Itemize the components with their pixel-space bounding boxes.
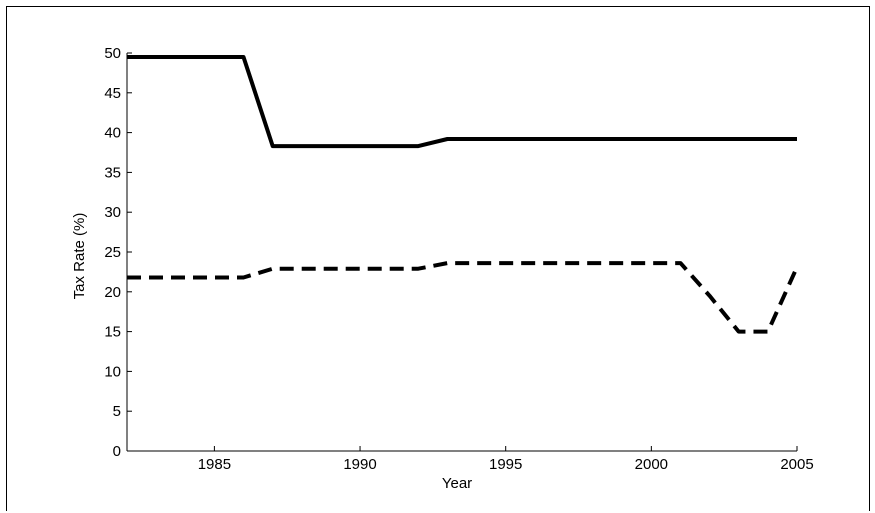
x-tick-label: 2005: [780, 456, 813, 473]
y-tick-label: 45: [104, 85, 121, 102]
axis-labels: Year Tax Rate (%): [71, 213, 472, 492]
y-tick-label: 20: [104, 284, 121, 301]
y-tick-label: 30: [104, 204, 121, 221]
y-tick-label: 35: [104, 164, 121, 181]
axes: 0 5 10 15 20 25 30 35 40 45 50 1985 1990 1995 2000 2005: [104, 45, 813, 473]
x-axis-label: Year: [442, 475, 472, 492]
y-tick-label: 25: [104, 244, 121, 261]
y-tick-label: 15: [104, 324, 121, 341]
x-tick-label: 1990: [343, 456, 376, 473]
y-tick-label: 0: [113, 443, 121, 460]
y-tick-label: 50: [104, 45, 121, 62]
y-axis-label: Tax Rate (%): [71, 213, 88, 300]
y-tick-label: 10: [104, 363, 121, 380]
series-dashed-line: [127, 261, 799, 334]
series-solid-line: [127, 55, 797, 149]
chart-frame: [6, 6, 870, 511]
x-tick-label: 1985: [198, 456, 231, 473]
x-tick-label: 1995: [489, 456, 522, 473]
series-layer: [127, 55, 799, 334]
x-tick-label: 2000: [635, 456, 668, 473]
y-tick-label: 5: [113, 403, 121, 420]
y-tick-label: 40: [104, 125, 121, 142]
